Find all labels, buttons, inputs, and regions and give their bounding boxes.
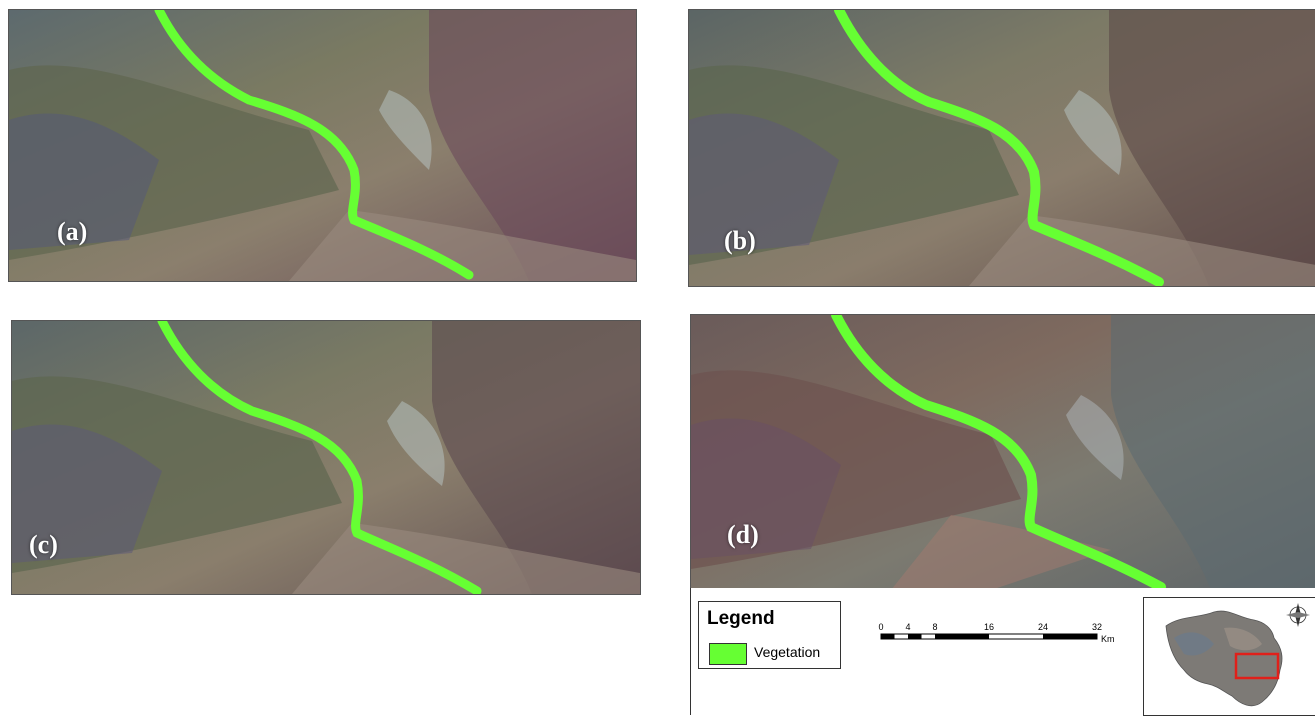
- legend-swatch-vegetation: [709, 643, 747, 665]
- panel-label-d: (d): [727, 520, 759, 549]
- vegetation-river-c: [157, 321, 482, 594]
- satellite-image-a: [9, 10, 636, 281]
- vegetation-river-b: [834, 10, 1164, 286]
- satellite-image-d: [691, 315, 1315, 590]
- vegetation-river-d: [831, 315, 1166, 590]
- legend-box: Legend Vegetation: [698, 601, 841, 669]
- scale-tick-label: 8: [932, 622, 937, 632]
- legend-label-vegetation: Vegetation: [754, 644, 821, 660]
- scale-tick-label: 0: [878, 622, 883, 632]
- scale-tick-label: 32: [1092, 622, 1102, 632]
- panel-label-c: (c): [29, 530, 58, 559]
- map-panel-d: (d): [690, 314, 1315, 591]
- vegetation-river-a: [154, 10, 474, 280]
- scale-tick-label: 4: [905, 622, 910, 632]
- study-region-outline: [1165, 610, 1283, 707]
- study-area-box: [1234, 652, 1280, 680]
- panel-label-a: (a): [57, 217, 88, 246]
- legend-title: Legend: [707, 608, 775, 629]
- scale-tick-label: 24: [1038, 622, 1048, 632]
- satellite-image-c: [12, 321, 640, 594]
- map-panel-a: (a): [8, 9, 637, 282]
- scale-unit: Km: [1101, 634, 1115, 644]
- north-arrow-icon: [1286, 603, 1310, 627]
- location-inset-map: [1143, 597, 1315, 716]
- satellite-image-b: [689, 10, 1315, 286]
- scale-tick-label: 16: [984, 622, 994, 632]
- map-legend-area: Legend Vegetation 0 4 8 16 24 32 Km: [690, 588, 1315, 716]
- map-panel-b: (b): [688, 9, 1315, 287]
- scale-bar: 0 4 8 16 24 32 Km: [877, 618, 1137, 658]
- map-panel-c: (c): [11, 320, 641, 595]
- panel-label-b: (b): [724, 226, 756, 255]
